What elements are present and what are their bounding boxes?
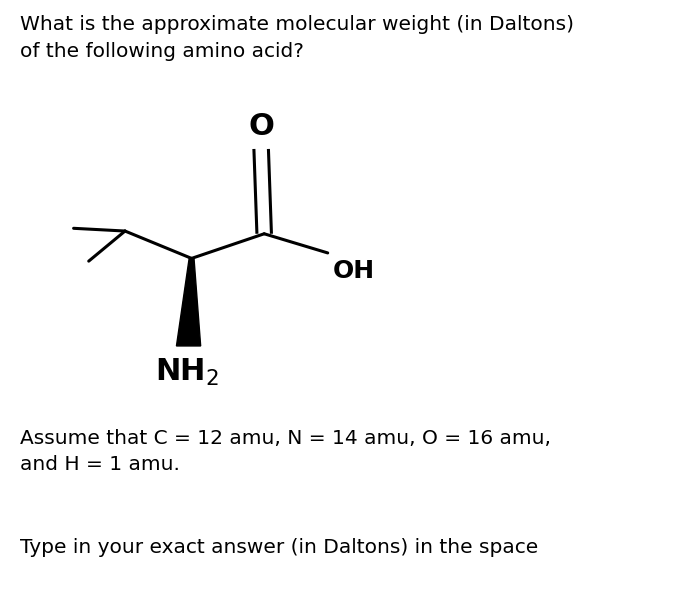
Text: Assume that C = 12 amu, N = 14 amu, O = 16 amu,
and H = 1 amu.: Assume that C = 12 amu, N = 14 amu, O = … bbox=[20, 429, 551, 474]
Text: OH: OH bbox=[332, 260, 375, 283]
Text: NH$_2$: NH$_2$ bbox=[155, 357, 219, 388]
Polygon shape bbox=[176, 258, 201, 346]
Text: Type in your exact answer (in Daltons) in the space: Type in your exact answer (in Daltons) i… bbox=[20, 538, 538, 557]
Text: O: O bbox=[248, 112, 274, 141]
Text: What is the approximate molecular weight (in Daltons)
of the following amino aci: What is the approximate molecular weight… bbox=[20, 15, 574, 61]
